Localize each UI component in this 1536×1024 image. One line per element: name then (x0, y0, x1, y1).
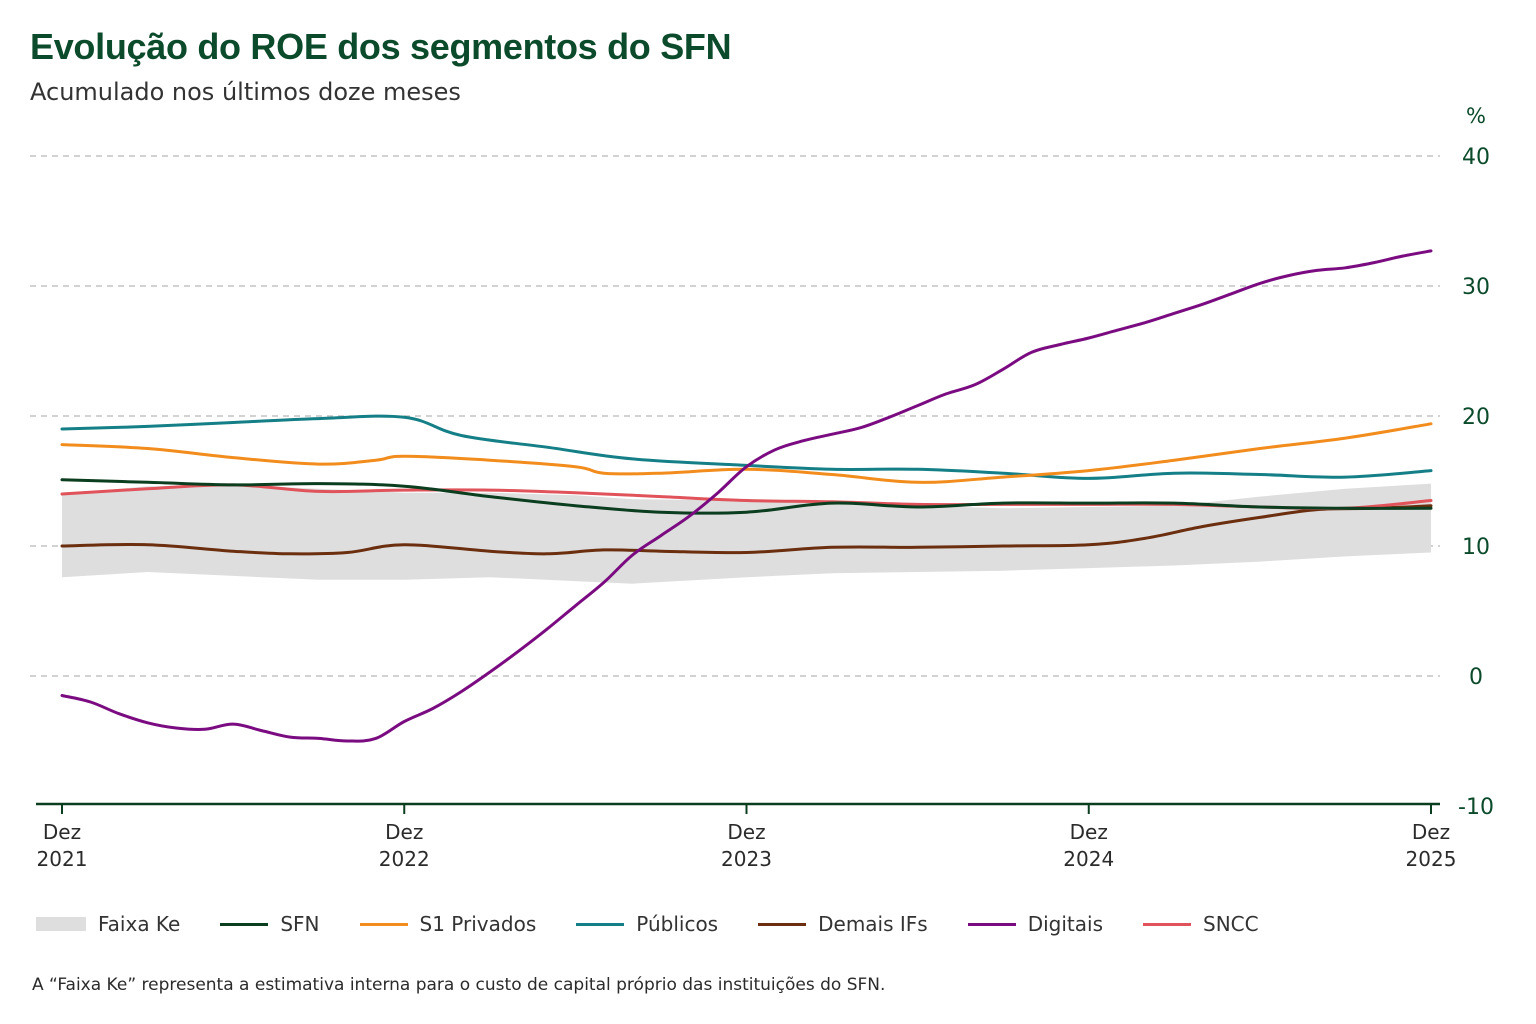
series-line-digitais (60, 249, 1433, 743)
legend-label: Demais IFs (818, 912, 928, 936)
legend-swatch (1143, 922, 1192, 926)
x-tick-label-year: 2021 (37, 847, 88, 871)
ke-band (62, 483, 1431, 584)
x-tick-label-month: Dez (1412, 820, 1450, 844)
x-tick-label-month: Dez (385, 820, 423, 844)
legend-swatch (758, 922, 807, 926)
legend-label: Faixa Ke (98, 912, 181, 936)
grid-lines: 40 30 20 10 0 -10 (30, 145, 1494, 820)
y-tick-label: 20 (1462, 405, 1490, 430)
ke-band-layer (62, 483, 1431, 584)
footnote: A “Faixa Ke” representa a estimativa int… (32, 975, 886, 995)
y-tick-label: 40 (1462, 145, 1490, 170)
series-layer (60, 249, 1433, 743)
chart-title: Evolução do ROE dos segmentos do SFN (30, 26, 732, 67)
x-tick-label-year: 2023 (721, 847, 772, 871)
x-tick-label-year: 2025 (1406, 847, 1457, 871)
legend-label: SNCC (1203, 912, 1259, 936)
legend-label: S1 Privados (419, 912, 537, 936)
legend-label: Públicos (636, 912, 719, 936)
x-tick-label-year: 2022 (379, 847, 430, 871)
legend-label: Digitais (1027, 912, 1104, 936)
x-tick-label-month: Dez (1070, 820, 1108, 844)
legend-swatch (967, 922, 1016, 926)
y-tick-label: -10 (1458, 795, 1494, 820)
legend-item-publicos: Públicos (576, 912, 718, 936)
legend-item-sncc: SNCC (1143, 912, 1259, 936)
legend-item-faixa-ke: Faixa Ke (36, 912, 180, 936)
chart-subtitle: Acumulado nos últimos doze meses (30, 78, 461, 106)
y-tick-label: 30 (1462, 275, 1490, 300)
legend-item-demais-ifs: Demais IFs (758, 912, 928, 936)
legend-item-sfn: SFN (220, 912, 320, 936)
legend-swatch (36, 917, 86, 931)
legend-swatch (220, 922, 269, 926)
series-line-demais-ifs (60, 504, 1433, 556)
legend: Faixa Ke SFN S1 Privados Públicos Demais IFs… (36, 912, 1299, 936)
legend-swatch (576, 922, 625, 926)
series-line-sfn (60, 478, 1433, 515)
legend-item-s1-privados: S1 Privados (359, 912, 537, 936)
y-unit-label: % (1466, 104, 1486, 128)
y-tick-label: 0 (1469, 665, 1483, 690)
legend-item-digitais: Digitais (967, 912, 1104, 936)
y-tick-label: 10 (1462, 535, 1490, 560)
x-tick-label-month: Dez (727, 820, 765, 844)
legend-label: SFN (280, 912, 320, 936)
x-axis: Dez 2021 Dez 2022 Dez 2023 Dez 2024 Dez 2025 (36, 802, 1457, 871)
legend-swatch (359, 922, 408, 926)
x-tick-label-month: Dez (43, 820, 81, 844)
series-line-s1-privados (60, 422, 1433, 484)
x-tick-label-year: 2024 (1063, 847, 1114, 871)
